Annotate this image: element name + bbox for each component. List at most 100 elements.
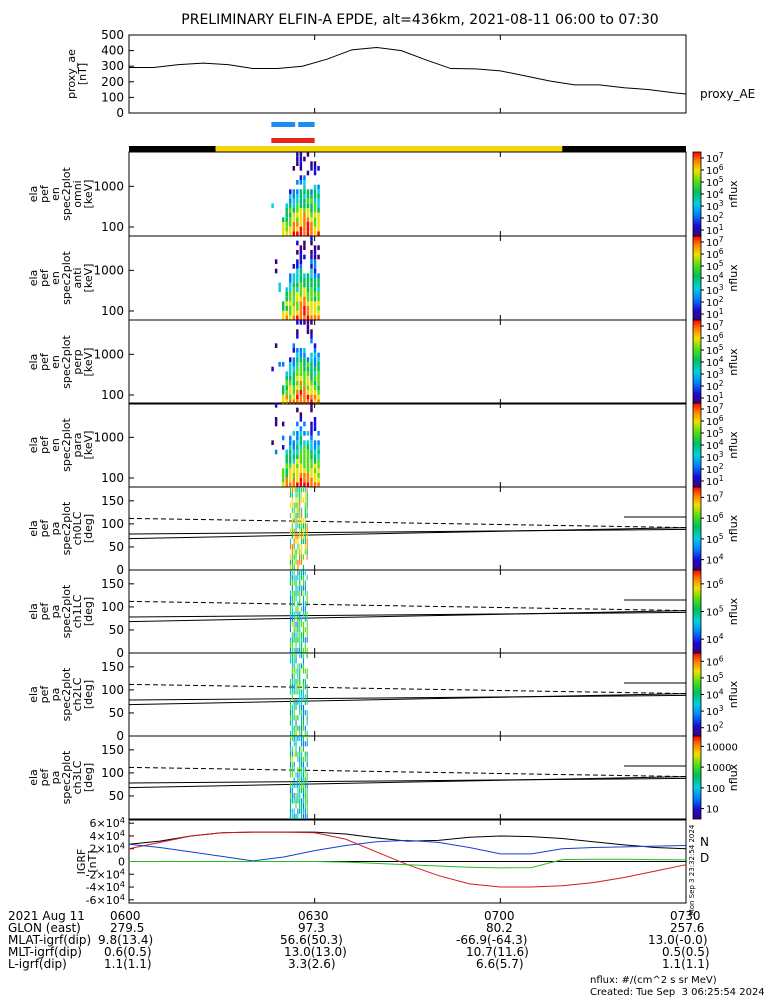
spectrogram-cell — [317, 208, 320, 213]
spectrogram-cell — [313, 310, 317, 316]
pitch-angle-cell — [302, 523, 305, 529]
spectrogram-cell — [306, 371, 310, 376]
pitch-angle-cell — [291, 549, 293, 555]
spec_anti-spectrogram — [274, 236, 320, 320]
colorbar-gradient — [692, 151, 702, 237]
pitch-angle-cell — [295, 528, 297, 534]
spectrogram-cell — [299, 217, 303, 222]
ylabel-line: pef — [38, 685, 51, 704]
y-tick-label: -2×104 — [86, 866, 125, 881]
spectrogram-cell — [285, 454, 288, 459]
pitch-angle-cell — [299, 502, 301, 508]
pitch-angle-cell — [301, 538, 303, 545]
pitch-angle-cell — [299, 756, 301, 762]
spectrogram-cell — [303, 278, 306, 283]
spectrogram-cell — [274, 421, 278, 427]
colorbar-tick-label: 106 — [706, 247, 724, 261]
spectrogram-cell — [278, 362, 281, 367]
spectrogram-cell — [306, 315, 310, 320]
colorbar-tick-label: 100 — [706, 784, 725, 795]
spectrogram-cell — [292, 399, 296, 404]
pitch-angle-cell — [306, 538, 308, 545]
spectrogram-cell — [285, 315, 288, 320]
pitch-angle-cell — [295, 658, 297, 664]
spectrogram-cell — [303, 273, 306, 278]
colorbar-tick-label: 104 — [706, 438, 724, 452]
spectrogram-cell — [296, 250, 299, 255]
spectrogram-cell — [292, 194, 296, 199]
spectrogram-cell — [281, 315, 285, 320]
spectrogram-cell — [289, 222, 292, 227]
spectrogram-cell — [317, 454, 320, 459]
pa_ch3-colorbar: 10 100 1000 10000 nflux — [692, 735, 740, 820]
spectrogram-cell — [281, 477, 285, 483]
pitch-angle-cell — [297, 611, 299, 617]
side-stamp: Mon Sep 3 23:32:54 2024 — [688, 824, 696, 915]
pitch-angle-cell — [304, 611, 306, 617]
spectrogram-cell — [310, 357, 313, 362]
spectrogram-cell — [306, 222, 310, 227]
pitch-angle-cell — [289, 684, 292, 690]
spectrogram-cell — [310, 463, 313, 469]
pitch-angle-cell — [293, 678, 295, 685]
colorbar-tick-label: 105 — [706, 605, 724, 619]
spectrogram-cell — [296, 212, 299, 218]
pitch-angle-cell — [301, 637, 303, 643]
spectrogram-cell — [317, 292, 320, 297]
pitch-angle-cell — [291, 720, 293, 726]
pitch-angle-cell — [304, 787, 306, 794]
pitch-angle-cell — [295, 512, 297, 519]
spectrogram-cell — [306, 208, 310, 213]
spectrogram-cell — [292, 222, 296, 227]
spectrogram-cell — [303, 315, 306, 320]
pitch-angle-cell — [302, 787, 305, 794]
pitch-angle-cell — [304, 756, 306, 762]
pitch-angle-cell — [293, 653, 295, 659]
spectrogram-cell — [310, 240, 313, 246]
spectrogram-cell — [281, 390, 285, 395]
spectrogram-cell — [306, 194, 310, 199]
pitch-angle-cell — [301, 736, 303, 742]
spectrogram-cell — [299, 385, 303, 390]
spectrogram-cell — [299, 226, 303, 232]
spectrogram-cell — [278, 282, 281, 288]
pitch-angle-cell — [293, 580, 295, 586]
loss-cone-line — [128, 693, 687, 706]
pitch-angle-cell — [297, 813, 299, 819]
pitch-angle-cell — [306, 632, 308, 638]
spectrogram-cell — [299, 296, 303, 302]
pitch-angle-cell — [297, 497, 299, 503]
pitch-angle-cell — [306, 611, 308, 617]
pitch-angle-cell — [297, 663, 299, 669]
pitch-angle-cell — [302, 601, 305, 607]
bt-ylabel: IGRF[nT] — [75, 849, 99, 875]
pitch-angle-cell — [291, 528, 293, 534]
spectrogram-cell — [296, 198, 299, 204]
pitch-angle-cell — [299, 544, 301, 550]
pitch-angle-cell — [297, 689, 299, 695]
spectrogram-cell — [289, 189, 292, 194]
spectrogram-cell — [313, 468, 317, 473]
ylabel-line: spec2plot — [60, 167, 73, 221]
pitch-angle-cell — [295, 559, 297, 565]
pitch-angle-cell — [306, 736, 308, 742]
colorbar-gradient — [692, 402, 702, 488]
colorbar-tick-label: 103 — [706, 367, 724, 381]
pitch-angle-cell — [297, 787, 299, 794]
spectrogram-cell — [313, 231, 317, 236]
ylabel-line: pef — [38, 435, 51, 454]
spectrogram-cell — [310, 449, 313, 455]
spectrogram-cell — [292, 477, 296, 483]
spectrogram-cell — [310, 338, 313, 344]
spectrogram-cell — [306, 385, 310, 390]
pitch-angle-cell — [289, 544, 292, 550]
spectrogram-cell — [303, 301, 306, 306]
y-tick-label: 400 — [101, 44, 124, 58]
pitch-angle-cell — [297, 647, 299, 653]
spectrogram-cell — [313, 287, 317, 292]
pitch-angle-cell — [291, 580, 293, 586]
spectrogram-cell — [292, 226, 296, 232]
pitch-angle-cell — [304, 751, 306, 757]
spectrogram-cell — [292, 449, 296, 455]
